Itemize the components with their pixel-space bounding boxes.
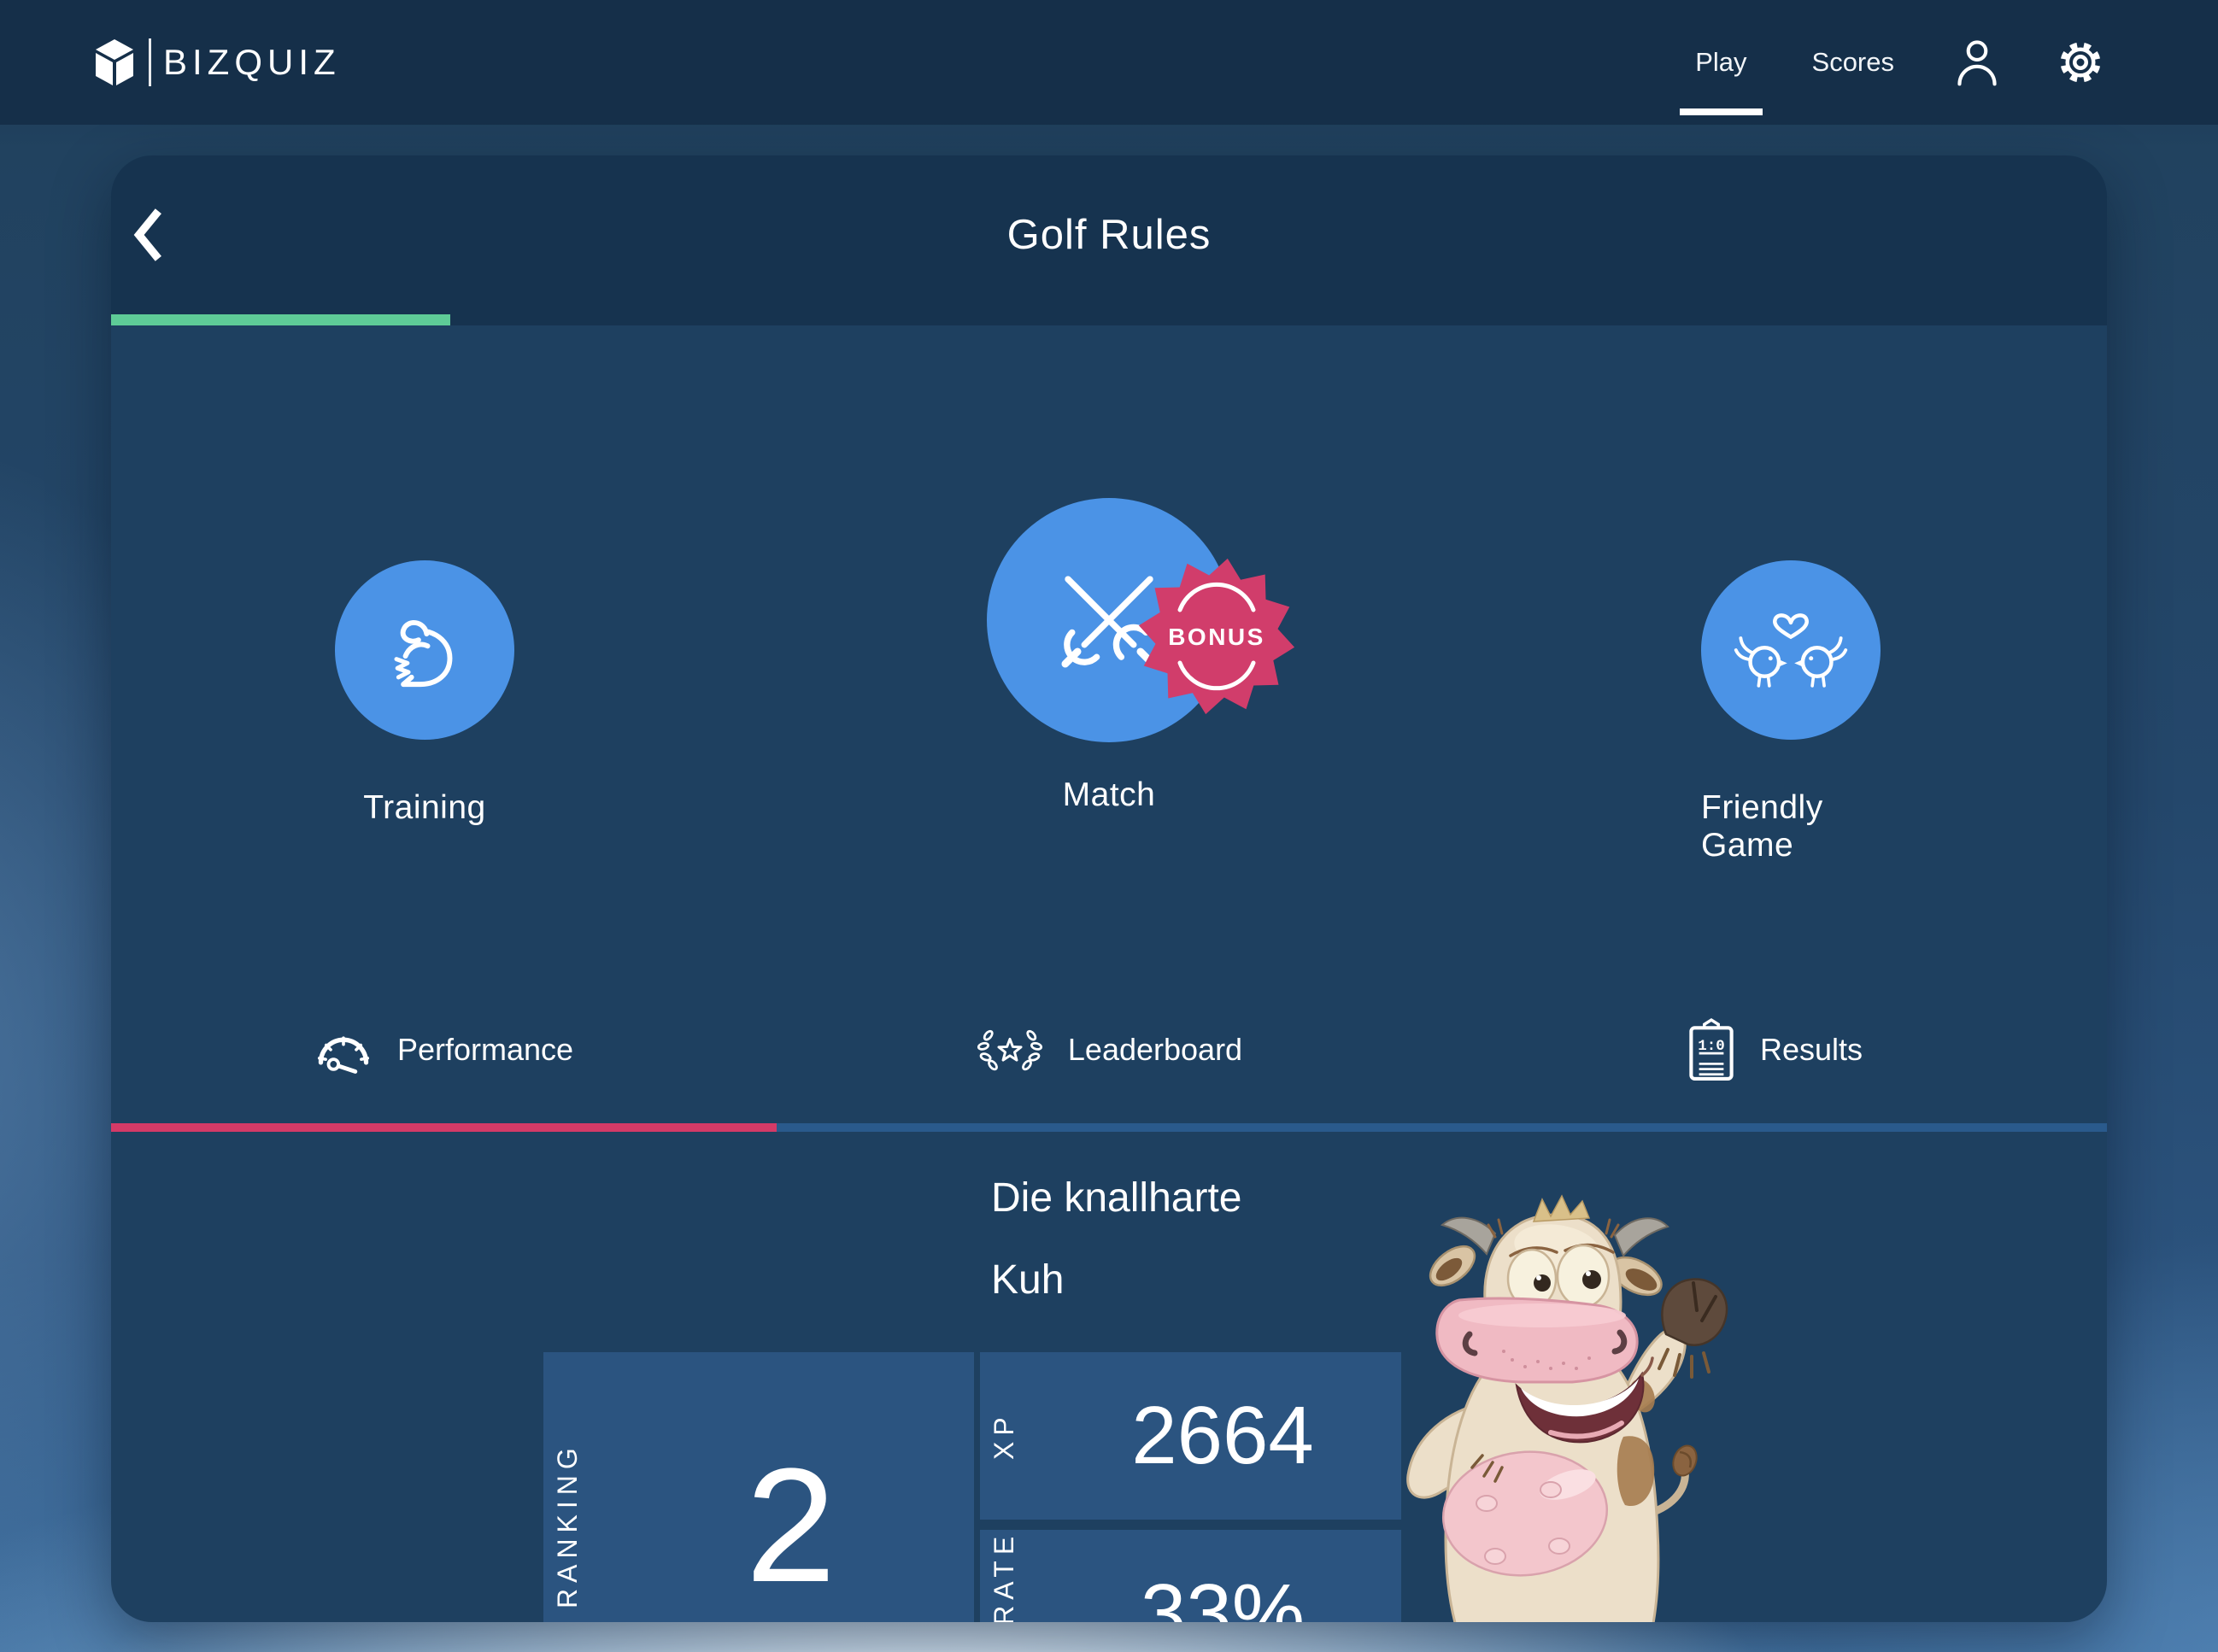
tab-label-leaderboard: Leaderboard (1067, 1032, 1243, 1067)
mode-label-training: Training (363, 789, 486, 826)
stat-xp-label: XP (989, 1411, 1019, 1461)
mode-label-match: Match (1062, 776, 1156, 813)
stat-ranking: RANKING 2 (543, 1352, 974, 1622)
tab-performance[interactable]: Performance (111, 976, 776, 1123)
nav-item-scores[interactable]: Scores (1811, 47, 1894, 77)
stat-winrate-value: 33% (1140, 1567, 1306, 1622)
navbar-actions: Play Scores (1680, 9, 2106, 115)
bonus-badge: BONUS (1135, 555, 1298, 718)
stat-winrate: WINRATE 33% (980, 1530, 1401, 1622)
cube-logo-icon (92, 38, 137, 87)
quiz-card: Golf Rules Training (111, 155, 2107, 1622)
nav-item-play[interactable]: Play (1680, 9, 1763, 115)
quiz-progress-track (111, 314, 2107, 325)
brand-logo[interactable]: BIZQUIZ (92, 38, 341, 87)
brand-name: BIZQUIZ (163, 42, 341, 82)
tab-label-performance: Performance (396, 1032, 574, 1067)
lovebirds-heart-icon (1734, 613, 1848, 688)
tab-results[interactable]: 1:0 Results (1442, 976, 2107, 1123)
tabs-underline (111, 1123, 2107, 1132)
laurel-star-icon (977, 1029, 1042, 1071)
stat-ranking-value: 2 (745, 1434, 836, 1616)
stat-winrate-label: WINRATE (989, 1530, 1019, 1622)
friendly-game-circle[interactable] (1701, 560, 1881, 740)
back-button[interactable] (123, 207, 174, 263)
mode-friendly-game[interactable]: Friendly Game (1701, 560, 1881, 864)
player-name-line2: Kuh (991, 1257, 1065, 1303)
starburst-shape (1138, 558, 1295, 715)
scoreboard-clipboard-icon: 1:0 (1689, 1018, 1734, 1081)
mode-label-friendly-game: Friendly Game (1701, 789, 1823, 864)
training-circle[interactable] (335, 560, 514, 740)
top-navbar: BIZQUIZ Play Scores (0, 0, 2218, 125)
stat-ranking-label: RANKING (552, 1442, 583, 1608)
bonus-badge-label: BONUS (1168, 624, 1265, 650)
active-tab-underline (111, 1123, 777, 1132)
settings-gear-icon[interactable] (2055, 37, 2106, 88)
brand-divider (149, 38, 151, 86)
clipboard-score-text: 1:0 (1698, 1038, 1724, 1055)
stats-tabs: Performance Leaderboard (111, 976, 2107, 1132)
flex-arm-icon (394, 620, 453, 688)
gauge-icon (317, 1036, 369, 1074)
cow-mascot (1367, 1180, 1760, 1622)
quiz-card-header: Golf Rules (111, 155, 2107, 314)
performance-panel: Die knallharte Kuh RANKING 2 XP 2664 WIN… (111, 1132, 2107, 1622)
quiz-progress-fill (111, 314, 451, 325)
tab-leaderboard[interactable]: Leaderboard (777, 976, 1441, 1123)
player-name: Die knallharte Kuh (991, 1157, 1241, 1321)
stat-xp-value: 2664 (1131, 1390, 1314, 1481)
crossed-swords-icon (1061, 576, 1157, 668)
tab-label-results: Results (1759, 1032, 1863, 1067)
back-chevron-icon (133, 208, 161, 261)
player-name-line1: Die knallharte (991, 1175, 1242, 1221)
stat-xp: XP 2664 (980, 1352, 1401, 1520)
quiz-title: Golf Rules (1006, 212, 1212, 258)
mode-training[interactable]: Training (335, 560, 514, 827)
game-modes-section: Training Match (111, 325, 2107, 976)
profile-icon[interactable] (1954, 38, 2000, 87)
